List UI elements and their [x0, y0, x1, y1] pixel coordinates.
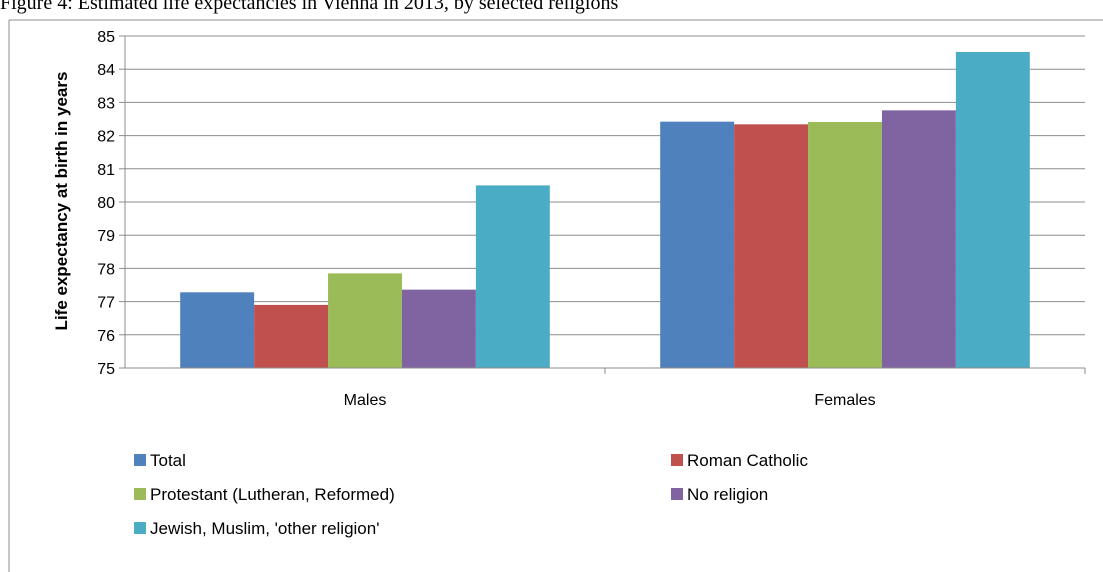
legend-swatch-no-religion [671, 488, 683, 500]
legend-swatch-total [134, 454, 146, 466]
bar-males-roman-catholic [254, 304, 329, 368]
bar-males-jewish-muslim-other-religion [475, 185, 550, 368]
bars [180, 51, 1030, 369]
bar-males-no-religion [401, 289, 476, 368]
legend-swatch-jewish-muslim-other-religion [134, 522, 146, 534]
legend-label-total: Total [150, 451, 186, 470]
bar-females-protestant-lutheran-reformed [808, 121, 882, 368]
y-tick-label-80: 80 [97, 195, 115, 212]
y-tick-label-79: 79 [97, 228, 115, 245]
x-tick-labels: Males Females [344, 392, 876, 409]
bar-males-total [180, 292, 255, 368]
legend-swatch-roman-catholic [671, 454, 683, 466]
y-tick-label-85: 85 [97, 29, 115, 46]
legend-label-roman-catholic: Roman Catholic [687, 451, 808, 470]
bar-males-protestant-lutheran-reformed [328, 273, 402, 368]
y-tick-label-81: 81 [97, 162, 115, 179]
y-tick-label-84: 84 [97, 62, 115, 79]
y-axis-label: Life expectancy at birth in years [52, 72, 71, 331]
legend-swatch-protestant-lutheran-reformed [134, 488, 146, 500]
legend: Total Roman Catholic Protestant (Lutheran,… [134, 451, 808, 538]
bar-females-no-religion [881, 110, 956, 369]
legend-label-jewish-muslim-other-religion: Jewish, Muslim, 'other religion' [150, 519, 379, 538]
y-tick-label-82: 82 [97, 129, 115, 146]
bar-females-roman-catholic [734, 124, 809, 368]
y-tick-label-83: 83 [97, 95, 115, 112]
legend-label-no-religion: No religion [687, 485, 768, 504]
figure-caption: Figure 4: Estimated life expectancies in… [0, 0, 619, 14]
y-tick-label-76: 76 [97, 328, 115, 345]
y-tick-label-75: 75 [97, 361, 115, 378]
y-tick-label-77: 77 [97, 295, 115, 312]
y-tick-labels: 75 76 77 78 79 80 81 82 83 84 85 [97, 29, 115, 378]
y-tick-label-78: 78 [97, 261, 115, 278]
bar-females-jewish-muslim-other-religion [955, 51, 1030, 368]
bar-females-total [660, 121, 735, 368]
x-tick-label-females: Females [814, 392, 875, 409]
axes [119, 35, 1086, 374]
legend-label-protestant-lutheran-reformed: Protestant (Lutheran, Reformed) [150, 485, 395, 504]
x-tick-label-males: Males [344, 392, 387, 409]
